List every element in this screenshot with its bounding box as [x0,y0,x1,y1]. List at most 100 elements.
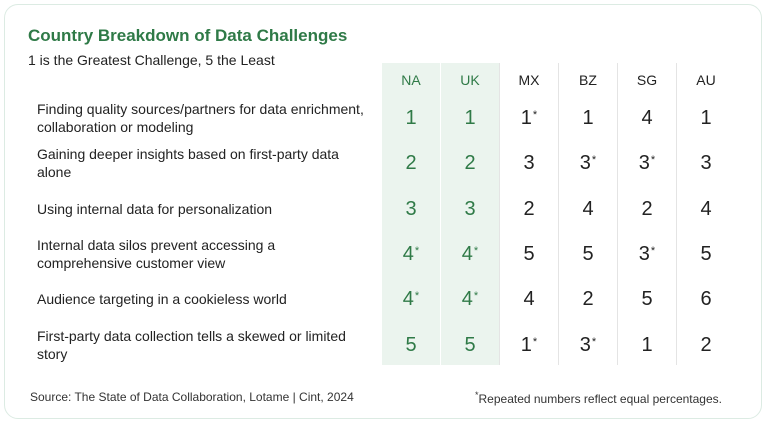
highlight-column-bg [441,63,499,365]
table-cell: 5 [559,242,617,266]
table-cell: 4 [677,197,735,221]
table-cell: 2 [618,197,676,221]
row-label: Using internal data for personalization [37,201,273,217]
table-cell: 4* [441,242,499,266]
table-cell: 4 [618,106,676,130]
cell-value: 5 [641,288,653,310]
cell-value: 5 [700,243,712,265]
cell-value: 2 [641,198,653,220]
column-header-sg: SG [636,72,658,88]
table-cell: 2 [441,151,499,175]
footnote: *Repeated numbers reflect equal percenta… [475,390,722,406]
cell-value: 3 [523,152,535,174]
table-cell: 3* [618,151,676,175]
cell-value: 2 [464,152,476,174]
column-separator [676,63,677,365]
table-cell: 4* [441,287,499,311]
cell-value: 4 [402,243,414,265]
cell-value: 5 [405,334,417,356]
chart-subtitle: 1 is the Greatest Challenge, 5 the Least [28,52,275,68]
cell-value: 3 [579,152,591,174]
column-header-au: AU [696,72,716,88]
equal-percentage-marker: * [414,245,420,257]
cell-value: 4 [582,198,594,220]
chart-title: Country Breakdown of Data Challenges [28,26,348,45]
cell-value: 1 [582,107,594,129]
table-cell: 1 [559,106,617,130]
table-cell: 5 [382,333,440,357]
table-cell: 5 [441,333,499,357]
cell-value: 1 [405,107,417,129]
table-cell: 2 [677,333,735,357]
cell-value: 5 [464,334,476,356]
table-cell: 3 [677,151,735,175]
row-label: First-party data collection tells a skew… [37,328,346,362]
cell-value: 3 [464,198,476,220]
cell-value: 1 [700,107,712,129]
table-cell: 5 [618,287,676,311]
row-label: Gaining deeper insights based on first-p… [37,146,339,180]
equal-percentage-marker: * [591,336,597,348]
table-cell: 1 [618,333,676,357]
source-note: Source: The State of Data Collaboration,… [30,390,354,404]
table-cell: 3* [618,242,676,266]
table-cell: 1 [382,106,440,130]
cell-value: 4 [641,107,653,129]
cell-value: 1 [641,334,653,356]
table-cell: 2 [382,151,440,175]
column-separator [558,63,559,365]
cell-value: 2 [523,198,535,220]
cell-value: 6 [700,288,712,310]
equal-percentage-marker: * [532,336,538,348]
equal-percentage-marker: * [473,290,479,302]
table-cell: 3 [382,197,440,221]
footnote-symbol: * [474,390,479,400]
cell-value: 2 [582,288,594,310]
table-cell: 1* [500,333,558,357]
table-cell: 3* [559,333,617,357]
cell-value: 5 [582,243,594,265]
cell-value: 3 [579,334,591,356]
table-cell: 5 [677,242,735,266]
table-cell: 3 [441,197,499,221]
row-label: Finding quality sources/partners for dat… [37,101,364,135]
table-cell: 4 [559,197,617,221]
column-header-mx: MX [518,72,540,88]
table-cell: 1 [677,106,735,130]
equal-percentage-marker: * [650,154,656,166]
table-cell: 6 [677,287,735,311]
column-separator [617,63,618,365]
cell-value: 3 [700,152,712,174]
cell-value: 3 [405,198,417,220]
row-label: Audience targeting in a cookieless world [37,291,287,307]
cell-value: 4 [523,288,535,310]
cell-value: 4 [461,243,473,265]
cell-value: 1 [520,334,532,356]
equal-percentage-marker: * [414,290,420,302]
cell-value: 3 [638,243,650,265]
equal-percentage-marker: * [532,109,538,121]
table-cell: 4* [382,287,440,311]
table-cell: 2 [559,287,617,311]
column-header-uk: UK [460,72,480,88]
column-separator [499,63,500,365]
cell-value: 3 [638,152,650,174]
table-cell: 5 [500,242,558,266]
table-cell: 2 [500,197,558,221]
cell-value: 1 [520,107,532,129]
highlight-column-bg [382,63,440,365]
column-header-na: NA [401,72,421,88]
table-cell: 3 [500,151,558,175]
equal-percentage-marker: * [473,245,479,257]
equal-percentage-marker: * [650,245,656,257]
cell-value: 1 [464,107,476,129]
cell-value: 4 [700,198,712,220]
cell-value: 4 [402,288,414,310]
table-cell: 1 [441,106,499,130]
equal-percentage-marker: * [591,154,597,166]
table-cell: 4* [382,242,440,266]
cell-value: 4 [461,288,473,310]
cell-value: 2 [700,334,712,356]
row-label: Internal data silos prevent accessing a … [37,237,276,271]
cell-value: 5 [523,243,535,265]
